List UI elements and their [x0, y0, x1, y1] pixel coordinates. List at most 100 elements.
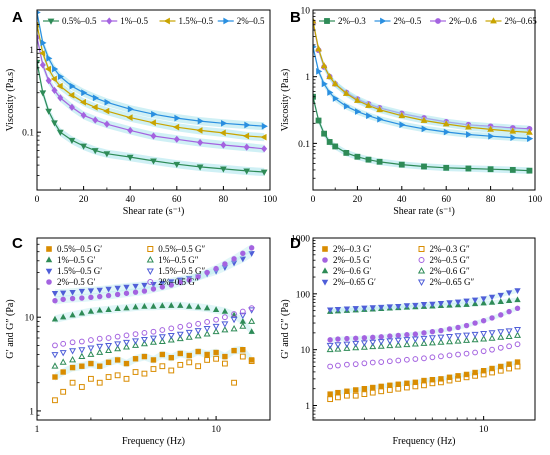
data-point [173, 135, 180, 143]
y-tick-label: 1 [29, 46, 34, 56]
data-point [454, 299, 462, 306]
data-point [446, 333, 453, 341]
legend-item: 2%–0.3 G″ [418, 244, 470, 254]
y-axis-label: G′ and G″ (Pa) [280, 299, 291, 358]
data-point [140, 336, 148, 344]
data-point [126, 114, 133, 121]
data-point [96, 379, 103, 386]
data-point [56, 129, 64, 136]
y-axis-label: G′ and G″ (Pa) [5, 299, 16, 358]
data-point [438, 353, 444, 360]
series-line [313, 46, 530, 140]
data-point [141, 370, 148, 377]
data-point [403, 384, 410, 391]
data-point [327, 396, 334, 403]
data-point [420, 116, 428, 123]
data-point [370, 334, 376, 341]
legend-label: 2%–0.5 G′ [333, 255, 371, 265]
legend-label: 2%–0.3 [338, 16, 366, 26]
data-point [150, 132, 157, 140]
data-point [248, 305, 255, 312]
data-point [472, 369, 478, 376]
data-point [327, 391, 333, 397]
legend-marker [147, 279, 154, 285]
data-point [150, 303, 157, 309]
data-point [386, 304, 393, 311]
data-point [437, 300, 445, 307]
data-point [497, 344, 504, 351]
data-point [132, 356, 139, 362]
data-point [248, 328, 255, 334]
data-point [403, 303, 411, 309]
data-point [204, 351, 210, 358]
data-point [361, 335, 368, 341]
data-point [177, 323, 184, 330]
data-point [321, 130, 327, 137]
series-line [313, 96, 530, 172]
legend-label: 0.5%–0.5 [62, 16, 97, 26]
data-point [105, 306, 112, 312]
series-1 [52, 345, 255, 381]
data-point [45, 77, 52, 85]
data-point [395, 357, 402, 364]
legend-marker [46, 279, 52, 285]
data-point [335, 394, 341, 401]
data-point [378, 334, 384, 340]
data-point [57, 73, 65, 80]
data-point [69, 295, 76, 302]
legend-marker [418, 257, 425, 263]
legend-label: 2%–0.3 G″ [430, 244, 470, 254]
data-point [395, 332, 401, 339]
data-point [197, 138, 204, 147]
legend-label: 0.5%–0.5 G′ [57, 244, 102, 254]
data-point [239, 308, 246, 315]
data-point [231, 311, 237, 317]
y-tick-label: 1 [29, 407, 34, 417]
data-point [361, 360, 368, 367]
series-4 [37, 10, 268, 131]
series-line [313, 21, 530, 133]
data-point [514, 327, 522, 334]
data-point [514, 305, 521, 312]
data-point [186, 322, 193, 329]
data-point [366, 112, 373, 120]
data-point [514, 296, 521, 303]
data-point [454, 337, 462, 344]
data-point [386, 338, 394, 345]
data-point [326, 345, 334, 353]
data-point [472, 349, 478, 356]
data-point [394, 337, 402, 345]
x-tick-label: 100 [263, 195, 278, 205]
data-point [231, 347, 237, 354]
data-point [376, 105, 383, 113]
legend-marker [435, 18, 441, 24]
legend-label: 0.5%–0.5 G″ [158, 244, 205, 254]
legend-item: 2%–0.6 G′ [321, 266, 371, 276]
data-point [443, 128, 450, 136]
data-point [242, 132, 250, 140]
y-tick-label: 100 [296, 290, 311, 300]
confidence-band [55, 301, 252, 336]
legend-item: 2%–0.6 [430, 16, 477, 26]
data-point [509, 167, 516, 173]
data-point [88, 375, 94, 382]
data-point [132, 341, 140, 348]
y-tick-label: 0.1 [298, 140, 310, 150]
panel-letter: A [12, 9, 23, 26]
data-point [105, 374, 112, 380]
legend-item: 2%–0.65 G′ [321, 277, 376, 287]
data-point [37, 10, 41, 15]
data-point [326, 72, 334, 80]
data-point [176, 331, 184, 339]
data-point [80, 111, 87, 119]
x-tick-label: 60 [441, 195, 451, 205]
data-point [489, 315, 495, 321]
data-point [480, 368, 487, 374]
legend-item: 1%–0.5 [101, 16, 148, 26]
data-point [40, 39, 47, 47]
data-point [195, 348, 201, 355]
data-point [463, 336, 471, 343]
data-point [50, 75, 57, 83]
data-point [378, 359, 385, 365]
data-point [505, 290, 513, 297]
